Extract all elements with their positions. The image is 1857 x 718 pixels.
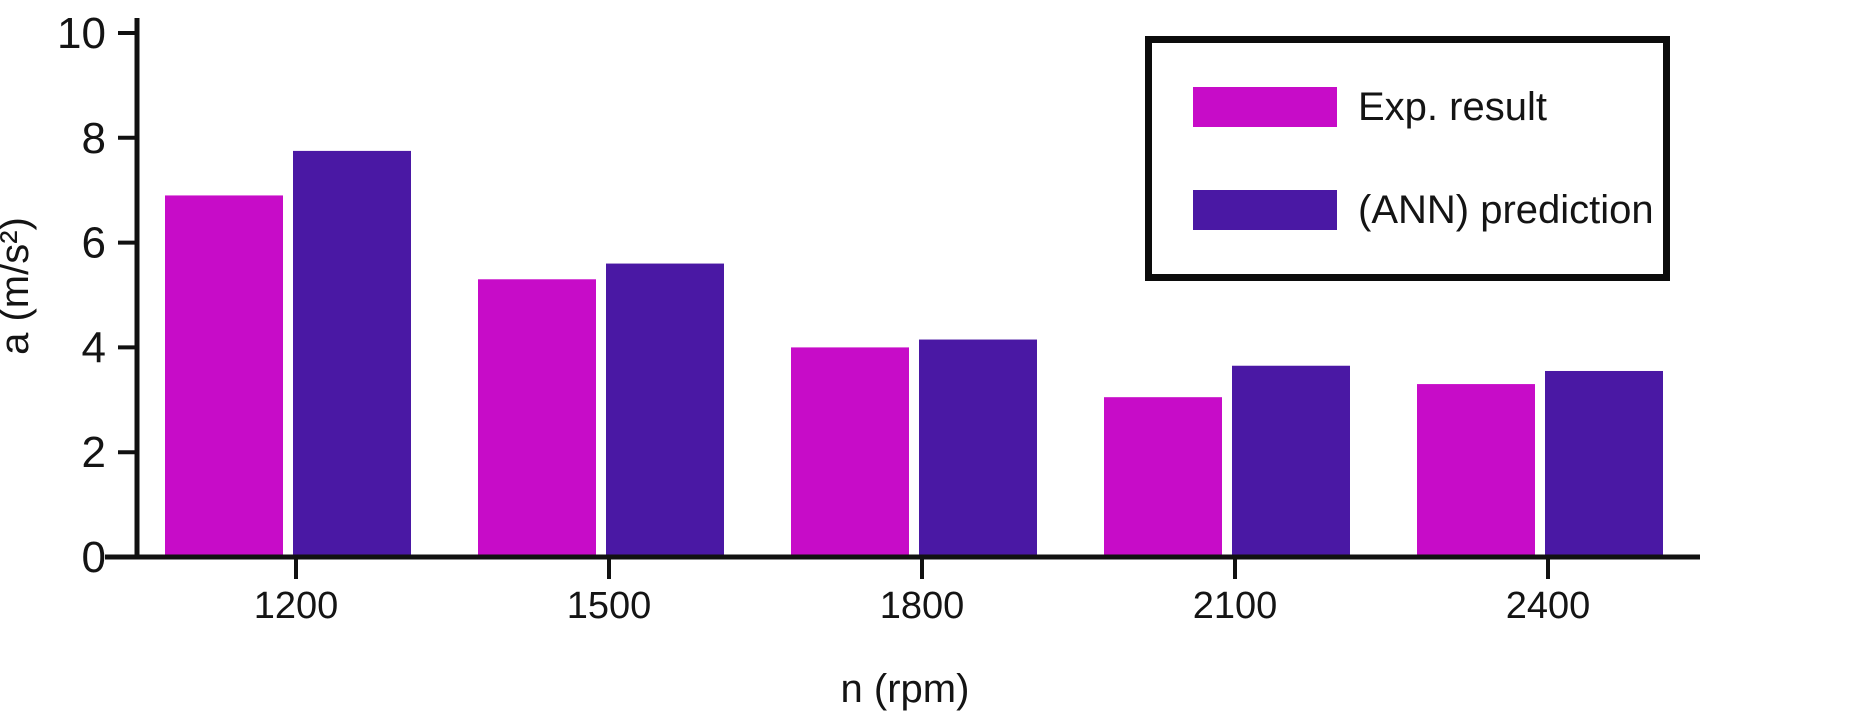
legend-item-exp-result: Exp. result — [1193, 87, 1547, 127]
y-tick-label-10: 10 — [57, 9, 106, 58]
y-tick-label-6: 6 — [82, 219, 106, 268]
legend-label-ann-prediction: (ANN) prediction — [1358, 188, 1654, 232]
x-tick-label-1500: 1500 — [567, 585, 652, 627]
x-tick-label-1800: 1800 — [880, 585, 965, 627]
legend-label-exp-result: Exp. result — [1358, 85, 1547, 129]
chart-generated-content: 0 2 4 6 8 10 1200 1500 1800 2100 2400 — [57, 9, 1700, 627]
legend-swatch-exp-result — [1193, 87, 1337, 127]
legend-item-ann-prediction: (ANN) prediction — [1193, 190, 1654, 230]
legend: Exp. result (ANN) prediction — [1145, 36, 1670, 281]
y-tick-label-8: 8 — [82, 114, 106, 163]
legend-swatch-ann-prediction — [1193, 190, 1337, 230]
bar-exp-1500 — [478, 279, 596, 557]
bar-ann-1800 — [919, 339, 1037, 557]
bar-exp-2400 — [1417, 384, 1535, 557]
x-tick-label-1200: 1200 — [254, 585, 339, 627]
bar-exp-2100 — [1104, 397, 1222, 557]
bar-ann-2100 — [1232, 365, 1350, 557]
x-axis-title: n (rpm) — [841, 667, 970, 711]
bar-ann-2400 — [1545, 370, 1663, 557]
bar-exp-1800 — [791, 347, 909, 557]
x-tick-label-2400: 2400 — [1506, 585, 1591, 627]
y-tick-label-2: 2 — [82, 428, 106, 477]
y-tick-label-4: 4 — [82, 323, 106, 372]
bar-ann-1500 — [606, 263, 724, 557]
bar-ann-1200 — [293, 150, 411, 557]
y-axis-title: a (m/s²) — [0, 217, 37, 355]
x-tick-label-2100: 2100 — [1193, 585, 1278, 627]
bar-exp-1200 — [165, 195, 283, 557]
y-tick-label-0: 0 — [82, 533, 106, 582]
